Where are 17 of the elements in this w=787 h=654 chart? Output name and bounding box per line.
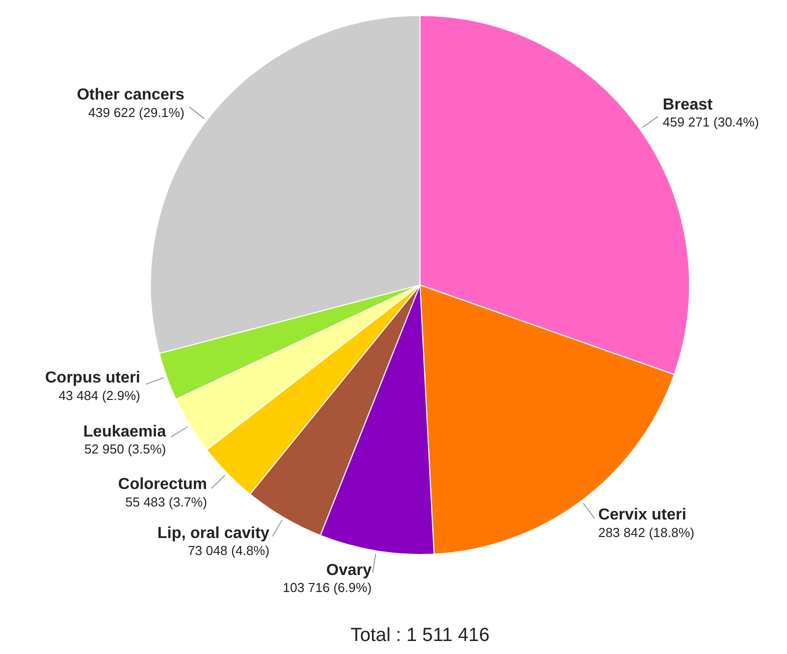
slice-label: Lip, oral cavity — [157, 524, 270, 542]
data-label: 439 622 (29.1%) — [88, 104, 184, 120]
data-label: 52 950 (3.5%) — [84, 441, 166, 456]
slice-label: Other cancers — [76, 86, 185, 104]
data-label: 103 716 (6.9%) — [282, 580, 372, 596]
slice-label: Ovary — [326, 562, 372, 579]
slice-label: Leukaemia — [83, 423, 166, 440]
text: Total : 1 511 416 — [350, 625, 490, 646]
slice-label: Cervix uteri — [598, 506, 686, 524]
slice-label: Colorectum — [118, 476, 208, 494]
data-label: 283 842 (18.8%) — [598, 524, 694, 540]
data-label: 459 271 (30.4%) — [662, 114, 759, 130]
data-label: 43 484 (2.9%) — [58, 388, 140, 403]
slice-label: Corpus uteri — [45, 370, 140, 387]
data-label: 55 483 (3.7%) — [125, 494, 208, 510]
slice-label: Breast — [662, 96, 714, 114]
data-label: 73 048 (4.8%) — [188, 543, 270, 558]
